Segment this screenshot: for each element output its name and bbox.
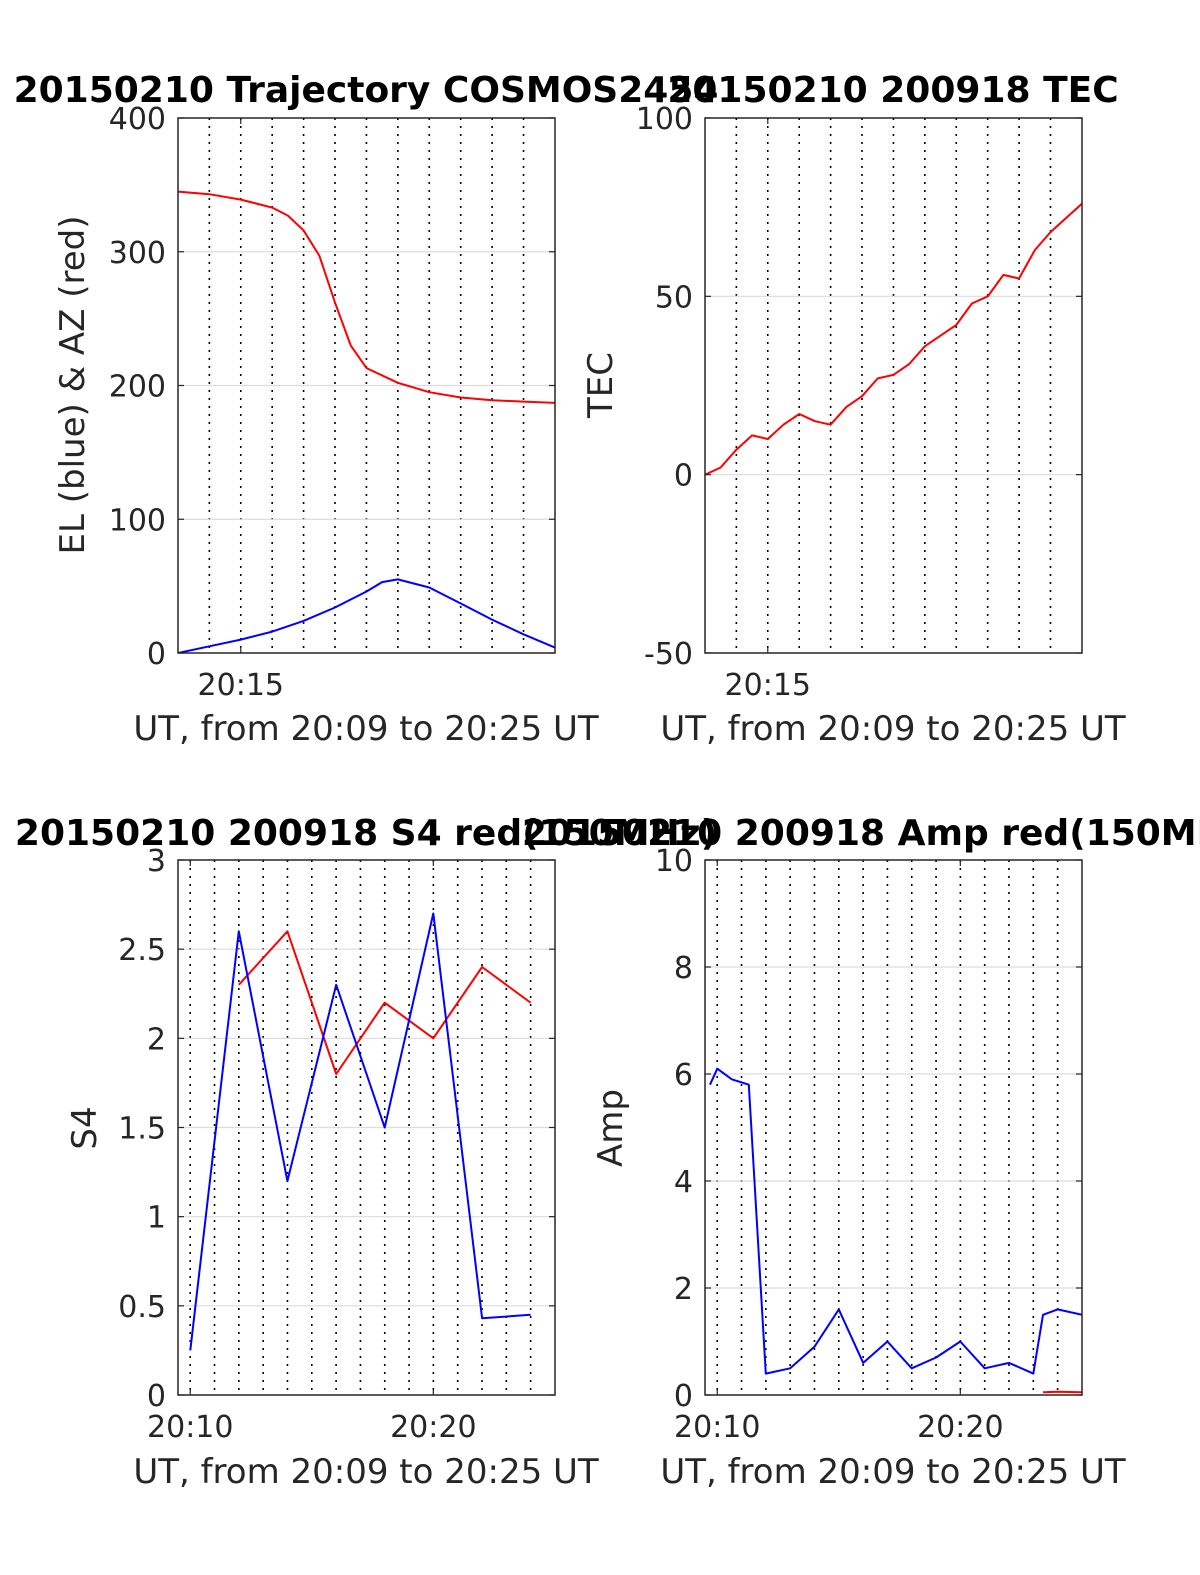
tick-marks [178,859,555,1396]
axes-frame [704,117,1083,654]
panel-trajectory: 0 100 200 300 400 20:15 20150210 Trajectory … [14,70,719,749]
chart-title: 20150210 Trajectory COSMOS2454 [14,70,719,111]
y-tick-label: 0 [674,459,693,494]
y-tick-label: 0.5 [118,1290,166,1325]
horizontal-grid [178,948,555,1307]
panel-amp: 0 2 4 6 8 10 20:10 20:20 20150210 200918 Amp r… [522,813,1200,1492]
y-tick-label: -50 [644,637,693,672]
dotted-vertical-grid [716,860,1059,1395]
x-tick-label: 20:10 [147,1410,233,1445]
y-tick-label: 400 [109,102,166,137]
y-tick-labels: 0 100 200 300 400 [109,102,166,672]
x-axis-label: UT, from 20:09 to 20:25 UT [660,1452,1126,1492]
y-tick-label: 6 [674,1058,693,1093]
series-layer [709,1067,1082,1394]
x-tick-label: 20:20 [917,1410,1003,1445]
y-tick-label: 4 [674,1165,693,1200]
y-tick-label: 2 [147,1022,166,1057]
y-tick-labels: 0 0.5 1 1.5 2 2.5 3 [118,844,166,1414]
tick-marks [705,117,1082,654]
series-line [709,1067,1082,1375]
y-tick-label: 0 [674,1379,693,1414]
series-line [705,202,1082,476]
y-tick-label: 200 [109,370,166,405]
horizontal-grid [705,966,1082,1289]
y-tick-label: 50 [655,280,693,315]
y-tick-labels: -50 0 50 100 [636,102,693,672]
panel-tec: -50 0 50 100 20:15 20150210 200918 TEC UT, … [581,70,1126,749]
x-tick-label: 20:15 [725,668,811,703]
x-tick-label: 20:10 [674,1410,760,1445]
y-tick-labels: 0 2 4 6 8 10 [655,844,693,1414]
series-layer [189,912,532,1351]
series-layer [178,190,555,653]
y-axis-label: EL (blue) & AZ (red) [53,215,93,554]
tick-marks [178,117,555,654]
y-tick-label: 2 [674,1272,693,1307]
series-line [189,912,531,1351]
y-tick-label: 300 [109,236,166,271]
x-axis-label: UT, from 20:09 to 20:25 UT [133,1452,599,1492]
series-line [238,930,532,1075]
y-tick-label: 100 [109,503,166,538]
tick-marks [705,859,1082,1396]
x-tick-labels: 20:15 [198,668,284,703]
horizontal-grid [178,251,555,520]
x-tick-labels: 20:10 20:20 [674,1410,1004,1445]
y-axis-label: Amp [591,1089,631,1167]
chart-title: 20150210 200918 S4 red(150MHz) [15,813,717,854]
x-tick-label: 20:15 [198,668,284,703]
y-tick-label: 0 [147,637,166,672]
horizontal-grid [705,295,1082,476]
y-tick-label: 0 [147,1379,166,1414]
x-tick-label: 20:20 [390,1410,476,1445]
y-axis-label: TEC [581,352,621,419]
x-axis-label: UT, from 20:09 to 20:25 UT [660,709,1126,749]
chart-title: 20150210 200918 Amp red(150MHz) [522,813,1200,854]
axes-frame [704,859,1083,1396]
y-axis-label: S4 [65,1106,105,1149]
y-tick-label: 1.5 [118,1112,166,1147]
y-tick-label: 100 [636,102,693,137]
y-tick-label: 2.5 [118,933,166,968]
series-line [1042,1390,1082,1394]
y-tick-label: 3 [147,844,166,879]
y-tick-label: 10 [655,844,693,879]
series-layer [705,202,1082,476]
x-axis-label: UT, from 20:09 to 20:25 UT [133,709,599,749]
dotted-vertical-grid [735,118,1052,653]
y-tick-label: 8 [674,951,693,986]
y-tick-label: 1 [147,1201,166,1236]
series-line [178,190,555,404]
chart-title: 20150210 200918 TEC [667,70,1118,111]
x-tick-labels: 20:10 20:20 [147,1410,477,1445]
x-tick-labels: 20:15 [725,668,811,703]
series-line [178,578,555,653]
panel-s4: 0 0.5 1 1.5 2 2.5 3 20:10 20:20 20150210 200918… [15,813,717,1492]
